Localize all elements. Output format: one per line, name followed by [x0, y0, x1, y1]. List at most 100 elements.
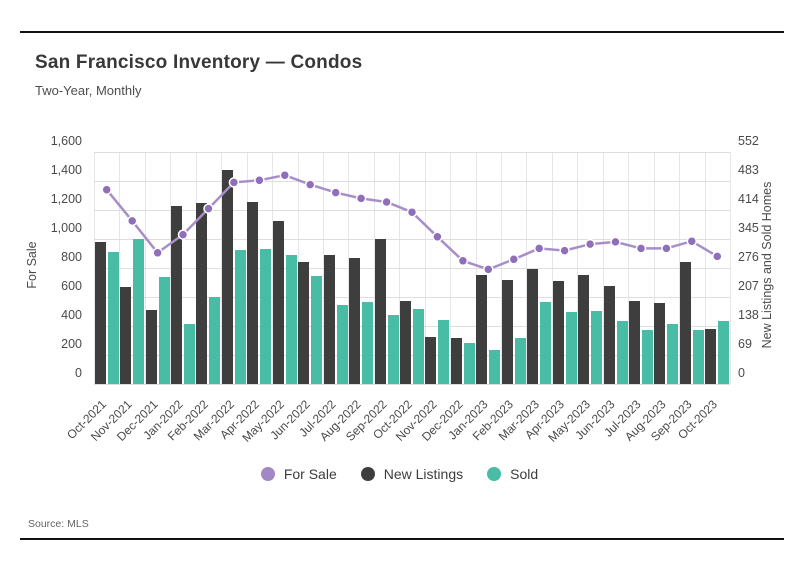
bar-new-listings[interactable] — [604, 286, 615, 384]
for-sale-point[interactable]: Mar-2022 For Sale: 1390 — [228, 177, 240, 188]
for-sale-point[interactable]: Jan-2023 For Sale: 790 — [483, 264, 494, 275]
for-sale-line — [105, 173, 718, 271]
bar-new-listings[interactable] — [654, 303, 665, 384]
for-sale-point[interactable]: Oct-2023 For Sale: 880 — [712, 251, 723, 262]
for-sale-point[interactable]: Dec-2022 For Sale: 850 — [457, 255, 469, 267]
bar-sold[interactable] — [260, 249, 271, 384]
bar-sold[interactable] — [667, 324, 678, 384]
bar-sold[interactable] — [693, 330, 704, 384]
bar-new-listings[interactable] — [425, 337, 436, 384]
bar-sold[interactable] — [591, 311, 602, 384]
legend-label: For Sale — [283, 466, 337, 482]
bar-new-listings[interactable] — [146, 310, 157, 384]
for-sale-point[interactable]: Nov-2022 For Sale: 1015 — [432, 231, 443, 243]
for-sale-point[interactable]: Mar-2023 For Sale: 935 — [533, 243, 545, 254]
for-sale-point[interactable]: Oct-2022 For Sale: 1185 — [406, 206, 418, 218]
bar-sold[interactable] — [235, 250, 246, 384]
left-axis-tick-label: 1,000 — [50, 221, 82, 235]
for-sale-point[interactable]: Jul-2023 For Sale: 935 — [635, 243, 647, 254]
right-axis-tick-label: 345 — [738, 221, 759, 235]
for-sale-point[interactable]: Jun-2022 For Sale: 1375 — [304, 179, 316, 190]
bar-sold[interactable] — [489, 350, 500, 384]
bar-sold[interactable] — [159, 277, 170, 384]
legend-dot-icon — [260, 467, 275, 481]
bar-new-listings[interactable] — [298, 262, 309, 384]
bar-new-listings[interactable] — [222, 170, 233, 384]
bar-sold[interactable] — [337, 305, 348, 384]
plot-area: Oct-2021 For Sale: 1340 Nov-2021 For Sale… — [65, 152, 731, 445]
bar-sold[interactable] — [108, 252, 119, 384]
right-axis-tick-labels: 0 69 138 207 276 345 414 483 552 — [730, 134, 799, 384]
for-sale-point[interactable]: May-2023 For Sale: 965 — [584, 238, 596, 250]
bar-sold[interactable] — [413, 309, 424, 384]
bar-new-listings[interactable] — [502, 280, 513, 384]
bar-new-listings[interactable] — [578, 275, 589, 384]
for-sale-point[interactable]: Sep-2023 For Sale: 985 — [686, 235, 698, 247]
right-axis-tick-label: 414 — [738, 192, 759, 206]
bar-sold[interactable] — [540, 302, 551, 384]
bar-sold[interactable] — [362, 302, 373, 384]
bar-new-listings[interactable] — [324, 255, 335, 384]
for-sale-point[interactable]: Jan-2022 For Sale: 1030 — [177, 229, 189, 240]
for-sale-point[interactable]: Feb-2023 For Sale: 860 — [508, 254, 520, 265]
for-sale-point[interactable]: Apr-2022 For Sale: 1405 — [254, 175, 265, 186]
bar-sold[interactable] — [438, 320, 449, 384]
for-sale-point[interactable]: Jul-2022 For Sale: 1320 — [330, 187, 341, 198]
bar-sold[interactable] — [209, 297, 220, 384]
legend-item-new-listings[interactable]: New Listings — [360, 466, 463, 482]
right-axis-tick-label: 0 — [738, 366, 745, 380]
bar-sold[interactable] — [184, 324, 195, 384]
top-border-rule — [20, 31, 784, 33]
bar-sold[interactable] — [642, 330, 653, 384]
right-axis-tick-label: 138 — [738, 308, 759, 322]
bar-new-listings[interactable] — [451, 338, 462, 384]
bar-sold[interactable] — [311, 276, 322, 384]
bar-sold[interactable] — [286, 255, 297, 384]
bar-sold[interactable] — [617, 321, 628, 384]
gridline-horizontal — [94, 326, 730, 327]
for-sale-point[interactable]: Nov-2021 For Sale: 1125 — [126, 215, 138, 227]
bar-new-listings[interactable] — [196, 203, 207, 384]
bar-new-listings[interactable] — [375, 239, 386, 384]
bar-sold[interactable] — [464, 343, 475, 384]
bar-sold[interactable] — [388, 315, 399, 384]
bar-new-listings[interactable] — [705, 329, 716, 384]
for-sale-point[interactable]: Apr-2023 For Sale: 920 — [559, 245, 570, 256]
for-sale-point[interactable]: Aug-2022 For Sale: 1280 — [355, 193, 367, 204]
chart-subtitle: Two-Year, Monthly — [35, 83, 142, 98]
for-sale-point[interactable]: May-2022 For Sale: 1440 — [279, 169, 291, 181]
legend-item-for-sale[interactable]: For Sale — [260, 466, 337, 482]
bar-new-listings[interactable] — [273, 221, 284, 384]
legend-item-sold[interactable]: Sold — [487, 466, 538, 482]
for-sale-point[interactable]: Sep-2022 For Sale: 1255 — [381, 196, 392, 208]
left-axis-tick-label: 1,200 — [50, 192, 82, 206]
gridline-horizontal — [94, 239, 730, 240]
bar-sold[interactable] — [566, 312, 577, 384]
bar-new-listings[interactable] — [247, 202, 258, 384]
right-axis-tick-label: 207 — [738, 279, 759, 293]
bar-sold[interactable] — [515, 338, 526, 384]
gridline-horizontal — [94, 384, 730, 385]
bar-new-listings[interactable] — [476, 275, 487, 384]
legend-label: Sold — [510, 466, 539, 482]
bar-new-listings[interactable] — [349, 258, 360, 384]
bar-new-listings[interactable] — [680, 262, 691, 384]
bar-new-listings[interactable] — [629, 301, 640, 384]
for-sale-point[interactable]: Aug-2023 For Sale: 935 — [661, 243, 672, 254]
bar-sold[interactable] — [718, 321, 729, 384]
bar-new-listings[interactable] — [95, 242, 106, 384]
gridline-horizontal — [94, 268, 730, 269]
bar-new-listings[interactable] — [553, 281, 564, 384]
bar-new-listings[interactable] — [527, 269, 538, 384]
for-sale-point[interactable]: Oct-2021 For Sale: 1340 — [101, 184, 112, 195]
for-sale-point[interactable]: Jun-2023 For Sale: 980 — [610, 236, 621, 248]
bar-new-listings[interactable] — [120, 287, 131, 384]
bottom-border-rule — [20, 538, 784, 540]
bar-new-listings[interactable] — [171, 206, 182, 384]
bar-new-listings[interactable] — [400, 301, 411, 384]
bar-sold[interactable] — [133, 239, 144, 384]
for-sale-point[interactable]: Dec-2021 For Sale: 905 — [152, 247, 163, 259]
for-sale-line-layer: Oct-2021 For Sale: 1340 Nov-2021 For Sale… — [101, 169, 723, 275]
for-sale-point[interactable]: Feb-2022 For Sale: 1210 — [203, 203, 214, 214]
